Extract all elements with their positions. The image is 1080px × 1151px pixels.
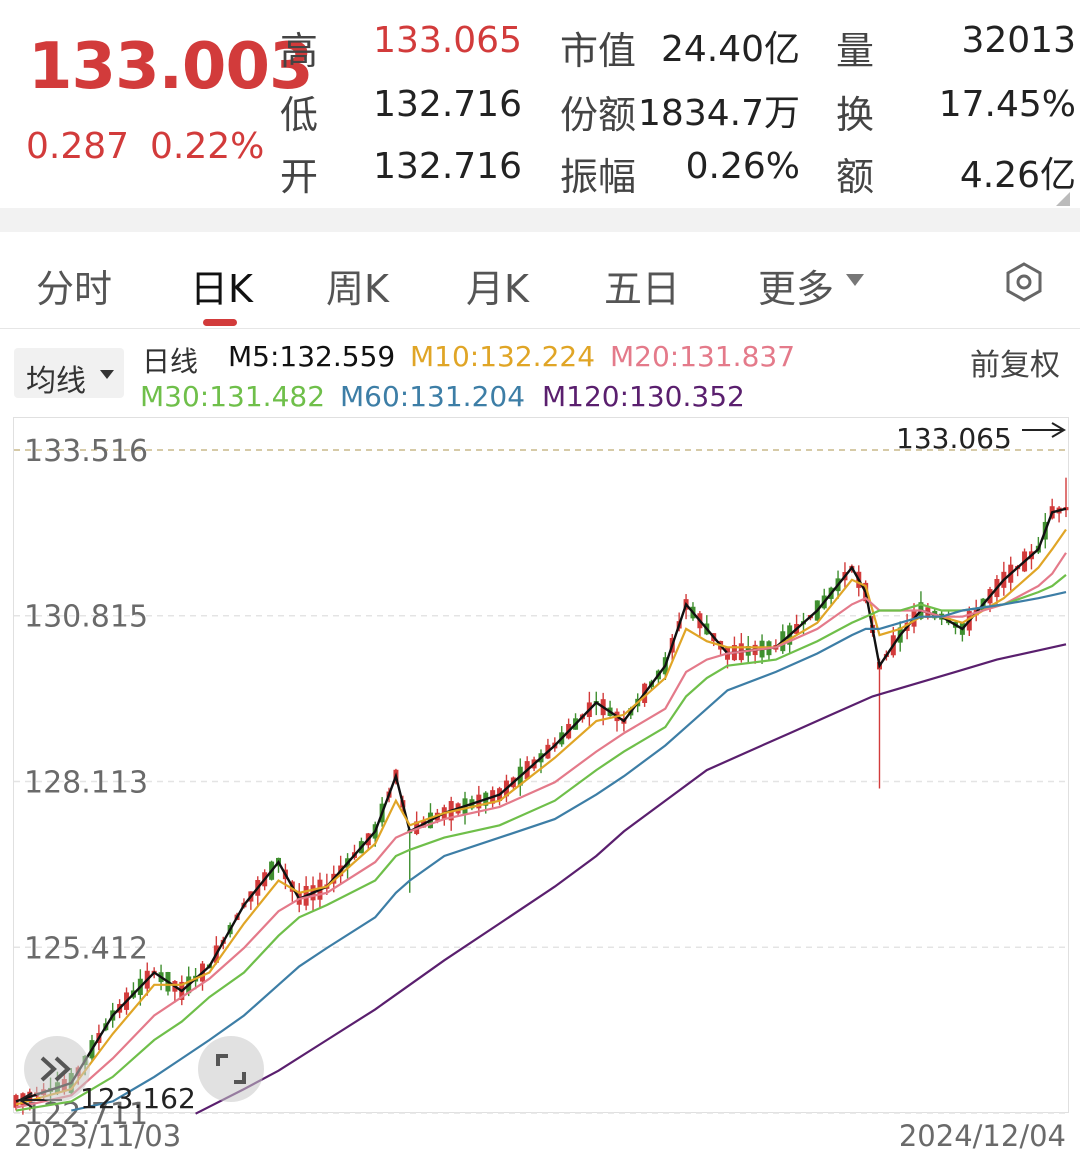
ma-line-m120 (195, 643, 1067, 1115)
chart-frame (13, 417, 1069, 1113)
tab-period[interactable]: 周K (326, 267, 389, 311)
fullscreen-icon (216, 1054, 246, 1084)
fullscreen-button[interactable] (198, 1036, 264, 1102)
caret-down-icon (100, 370, 114, 379)
double-chevron-icon (40, 1056, 71, 1082)
y-tick-label: 122.711 (24, 1097, 148, 1132)
x-axis-start-date: 2023/11/03 (14, 1119, 181, 1151)
candle-body (1063, 507, 1069, 511)
stat-value: 17.45% (938, 84, 1076, 125)
stat-label: 低 (280, 93, 319, 137)
stat-value: 24.40亿 (660, 29, 800, 70)
candle-body (13, 1095, 19, 1108)
caret-down-icon (846, 274, 864, 286)
tabs-divider (0, 328, 1080, 329)
ma-legend-item: M30:131.482 (140, 380, 326, 413)
stat-label: 额 (836, 155, 875, 199)
min-price-label: 123.162 (80, 1082, 196, 1115)
ma-legend-item: M20:131.837 (610, 340, 796, 373)
ma-line-m5 (15, 507, 1067, 1103)
y-tick-label: 133.516 (24, 434, 148, 469)
arrow-right-icon (1022, 422, 1066, 438)
tab-period[interactable]: 月K (466, 267, 529, 311)
stat-value: 132.716 (373, 146, 522, 187)
ma-legend-title: 日线 (142, 345, 199, 378)
y-tick-label: 130.815 (24, 600, 148, 635)
stat-label: 份额 (560, 93, 637, 137)
ma-legend-item: M10:132.224 (410, 340, 596, 373)
tab-more[interactable]: 更多 (758, 267, 835, 311)
stat-value: 4.26亿 (959, 155, 1076, 196)
ma-line-m60 (71, 591, 1067, 1112)
stat-label: 振幅 (560, 155, 637, 199)
ma-legend-item: M120:130.352 (542, 380, 745, 413)
price-change-percent: 0.22% (150, 126, 265, 167)
ma-line-m30 (15, 574, 1067, 1112)
stat-value: 132.716 (373, 84, 522, 125)
ma-legend-item: M60:131.204 (340, 380, 526, 413)
stat-label: 开 (280, 155, 319, 199)
stat-label: 换 (836, 93, 875, 137)
fast-forward-button[interactable] (24, 1036, 90, 1102)
stat-value: 133.065 (373, 20, 522, 61)
section-divider (0, 208, 1080, 232)
tab-period[interactable]: 五日 (604, 267, 681, 311)
y-tick-label: 125.412 (24, 931, 148, 966)
y-tick-label: 128.113 (24, 766, 148, 801)
expand-corner-icon[interactable] (1056, 192, 1070, 206)
ma-line-m20 (15, 552, 1067, 1109)
stat-value: 32013 (961, 20, 1076, 61)
last-price: 133.003 (28, 30, 313, 104)
ma-selector-label: 均线 (26, 364, 86, 399)
ma-legend-item: M5:132.559 (228, 340, 396, 373)
tab-period[interactable]: 分时 (36, 267, 113, 311)
active-tab-indicator (203, 319, 237, 326)
stat-label: 市值 (560, 29, 637, 73)
price-change: 0.287 (26, 126, 130, 167)
max-price-label: 133.065 (896, 422, 1012, 455)
stat-value: 0.26% (685, 146, 800, 187)
stat-label: 高 (280, 29, 319, 73)
stat-label: 量 (836, 29, 875, 73)
stat-value: 1834.7万 (638, 93, 800, 134)
settings-icon[interactable] (1004, 262, 1044, 302)
ma-selector-button[interactable]: 均线 (14, 348, 124, 399)
tab-period[interactable]: 日K (190, 267, 253, 311)
adjustment-mode[interactable]: 前复权 (970, 348, 1060, 383)
x-axis-end-date: 2024/12/04 (899, 1119, 1066, 1151)
